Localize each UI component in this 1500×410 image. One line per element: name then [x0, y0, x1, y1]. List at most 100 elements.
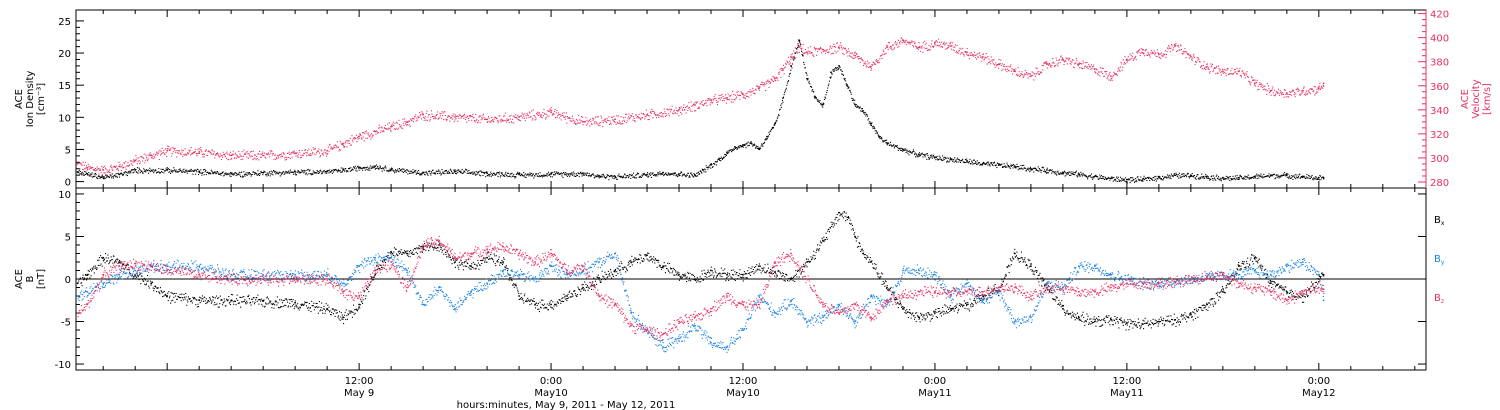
density-dot — [591, 174, 593, 176]
velocity-dot — [432, 115, 434, 117]
velocity-dot — [613, 120, 615, 122]
velocity-dot — [1258, 88, 1260, 90]
velocity-dot — [1134, 57, 1136, 59]
density-dot — [1093, 177, 1095, 179]
velocity-dot — [1195, 60, 1197, 62]
density-dot — [711, 164, 713, 166]
velocity-dot — [1081, 68, 1083, 70]
velocity-dot — [337, 146, 339, 148]
velocity-dot — [482, 115, 484, 117]
velocity-dot — [468, 115, 470, 117]
density-series — [76, 39, 1325, 184]
density-dot — [1040, 169, 1042, 171]
density-dot — [1200, 178, 1202, 180]
density-dot — [933, 156, 935, 158]
density-dot — [554, 174, 556, 176]
density-dot — [1237, 178, 1239, 180]
velocity-dot — [360, 135, 362, 137]
density-dot — [1068, 171, 1070, 173]
density-dot — [567, 173, 569, 175]
velocity-dot — [1144, 55, 1146, 57]
density-dot — [947, 160, 949, 162]
velocity-dot — [256, 158, 258, 160]
velocity-dot — [864, 63, 866, 65]
velocity-dot — [908, 42, 910, 44]
velocity-dot — [311, 149, 313, 151]
velocity-dot — [560, 115, 562, 117]
velocity-dot — [157, 154, 159, 156]
velocity-dot — [913, 41, 915, 43]
density-dot — [343, 169, 345, 171]
velocity-dot — [323, 149, 325, 151]
velocity-dot — [1225, 75, 1227, 77]
velocity-dot — [984, 56, 986, 58]
velocity-dot — [316, 150, 318, 152]
density-dot — [426, 173, 428, 175]
density-dot — [1069, 174, 1071, 176]
velocity-dot — [519, 120, 521, 122]
density-dot — [1290, 177, 1292, 179]
velocity-dot — [1190, 54, 1192, 56]
velocity-dot — [607, 120, 609, 122]
velocity-dot — [797, 52, 799, 54]
velocity-dot — [147, 160, 149, 162]
velocity-dot — [444, 111, 446, 113]
density-dot — [1028, 168, 1030, 170]
density-dot — [370, 167, 372, 169]
density-dot — [1099, 176, 1101, 178]
velocity-dot — [1242, 70, 1244, 72]
density-dot — [560, 172, 562, 174]
velocity-dot — [616, 115, 618, 117]
velocity-dot — [499, 115, 501, 117]
density-dot — [648, 175, 650, 177]
velocity-dot — [189, 149, 191, 151]
velocity-dot — [168, 146, 170, 148]
density-dot — [500, 173, 502, 175]
velocity-dot — [607, 119, 609, 121]
density-dot — [1126, 182, 1128, 184]
velocity-dot — [358, 136, 360, 138]
velocity-dot — [1267, 85, 1269, 87]
density-dot — [1088, 175, 1090, 177]
density-dot — [562, 176, 564, 178]
density-dot — [635, 174, 637, 176]
density-dot — [147, 170, 149, 172]
density-dot — [241, 171, 243, 173]
density-dot — [505, 174, 507, 176]
bx-point — [550, 303, 552, 306]
density-dot — [629, 174, 631, 176]
velocity-dot — [541, 117, 543, 119]
density-dot — [644, 174, 646, 176]
velocity-dot — [660, 111, 662, 113]
velocity-dot — [227, 159, 229, 161]
velocity-dot — [208, 150, 210, 152]
density-dot — [1104, 178, 1106, 180]
density-dot — [91, 173, 93, 175]
density-dot — [1029, 171, 1031, 173]
density-dot — [541, 176, 543, 178]
velocity-dot — [1294, 92, 1296, 94]
density-dot — [891, 145, 893, 147]
density-dot — [790, 69, 792, 71]
velocity-dot — [952, 49, 954, 51]
density-dot — [210, 169, 212, 171]
density-dot — [566, 175, 568, 177]
velocity-dot — [386, 128, 388, 130]
velocity-dot — [150, 157, 152, 159]
density-dot — [1203, 177, 1205, 179]
velocity-dot — [576, 123, 578, 125]
velocity-dot — [839, 48, 841, 50]
velocity-dot — [217, 153, 219, 155]
velocity-dot — [1100, 71, 1102, 73]
velocity-dot — [461, 116, 463, 118]
density-dot — [911, 152, 913, 154]
density-dot — [799, 40, 801, 42]
density-dot — [565, 172, 567, 174]
density-dot — [930, 156, 932, 158]
density-dot — [236, 172, 238, 174]
velocity-dot — [1313, 85, 1315, 87]
velocity-dot — [1230, 70, 1232, 72]
density-dot — [552, 171, 554, 173]
velocity-dot — [144, 162, 146, 164]
velocity-dot — [900, 40, 902, 42]
